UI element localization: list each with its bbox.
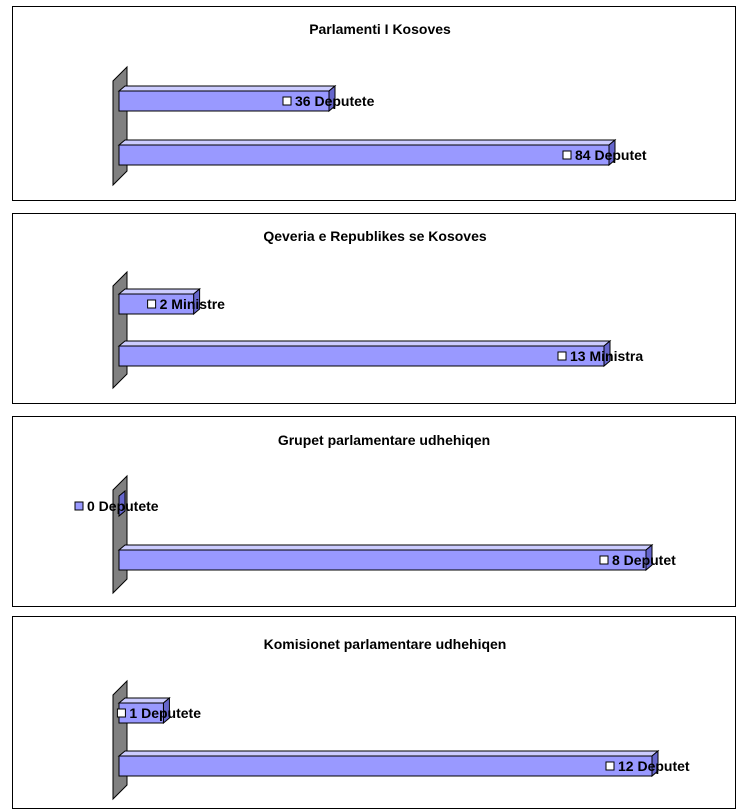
data-label-key-icon — [147, 299, 157, 309]
bar-top-face — [117, 85, 337, 92]
data-label: 1 Deputete — [129, 705, 201, 721]
chart-title: Grupet parlamentare udhehiqen — [278, 432, 490, 448]
data-label-key-icon — [557, 351, 567, 361]
bar-1 — [117, 749, 660, 778]
bar-zero-sliver — [118, 489, 126, 518]
bar-1 — [117, 339, 612, 368]
bar-top-face — [117, 697, 171, 704]
chart-svg-1: Parlamenti I Kosoves 36 Deputete 84 Deput… — [112, 21, 647, 187]
chart-panel-3: Grupet parlamentare udhehiqen 0 Deputete… — [12, 416, 736, 607]
bar-top-face — [117, 340, 612, 347]
data-label-key-icon — [282, 96, 292, 106]
chart-title: Komisionet parlamentare udhehiqen — [264, 636, 507, 652]
data-label: 0 Deputete — [87, 498, 159, 514]
bar-front-face — [118, 345, 605, 367]
data-label: 2 Ministre — [160, 296, 226, 312]
bar-1 — [117, 543, 654, 572]
chart-title: Parlamenti I Kosoves — [309, 21, 451, 37]
bar-0 — [117, 84, 337, 113]
bar-0 — [117, 287, 201, 316]
bar-top-face — [117, 139, 617, 146]
data-label-key-icon — [605, 761, 615, 771]
bar-top-face — [117, 544, 654, 551]
data-label: 36 Deputete — [295, 93, 375, 109]
chart-svg-2: Qeveria e Republikes se Kosoves 2 Minist… — [112, 228, 643, 390]
chart-panel-1: Parlamenti I Kosoves 36 Deputete 84 Deput… — [12, 6, 736, 201]
data-label-key-icon — [116, 708, 126, 718]
data-label-key-icon — [599, 555, 609, 565]
data-label: 84 Deputet — [575, 147, 647, 163]
chart-panel-4: Komisionet parlamentare udhehiqen 1 Depu… — [12, 616, 736, 809]
bar-front-face — [118, 144, 610, 166]
bar-front-face — [118, 293, 195, 315]
data-label: 13 Ministra — [570, 348, 643, 364]
chart-back-wall — [112, 65, 128, 187]
bar-front-face — [118, 90, 330, 112]
data-label-key-icon — [74, 501, 84, 511]
bar-1 — [117, 138, 617, 167]
bar-0 — [117, 696, 171, 725]
data-label: 12 Deputet — [618, 758, 690, 774]
bar-0 — [118, 489, 126, 518]
chart-panel-2: Qeveria e Republikes se Kosoves 2 Minist… — [12, 213, 736, 404]
bar-front-face — [118, 549, 647, 571]
chart-title: Qeveria e Republikes se Kosoves — [263, 228, 487, 244]
data-label: 8 Deputet — [612, 552, 676, 568]
chart-svg-4: Komisionet parlamentare udhehiqen 1 Depu… — [112, 636, 690, 801]
data-label-key-icon — [562, 150, 572, 160]
bar-top-face — [117, 750, 660, 757]
chart-svg-3: Grupet parlamentare udhehiqen 0 Deputete… — [74, 432, 676, 595]
bar-front-face — [118, 755, 653, 777]
bar-top-face — [117, 288, 201, 295]
